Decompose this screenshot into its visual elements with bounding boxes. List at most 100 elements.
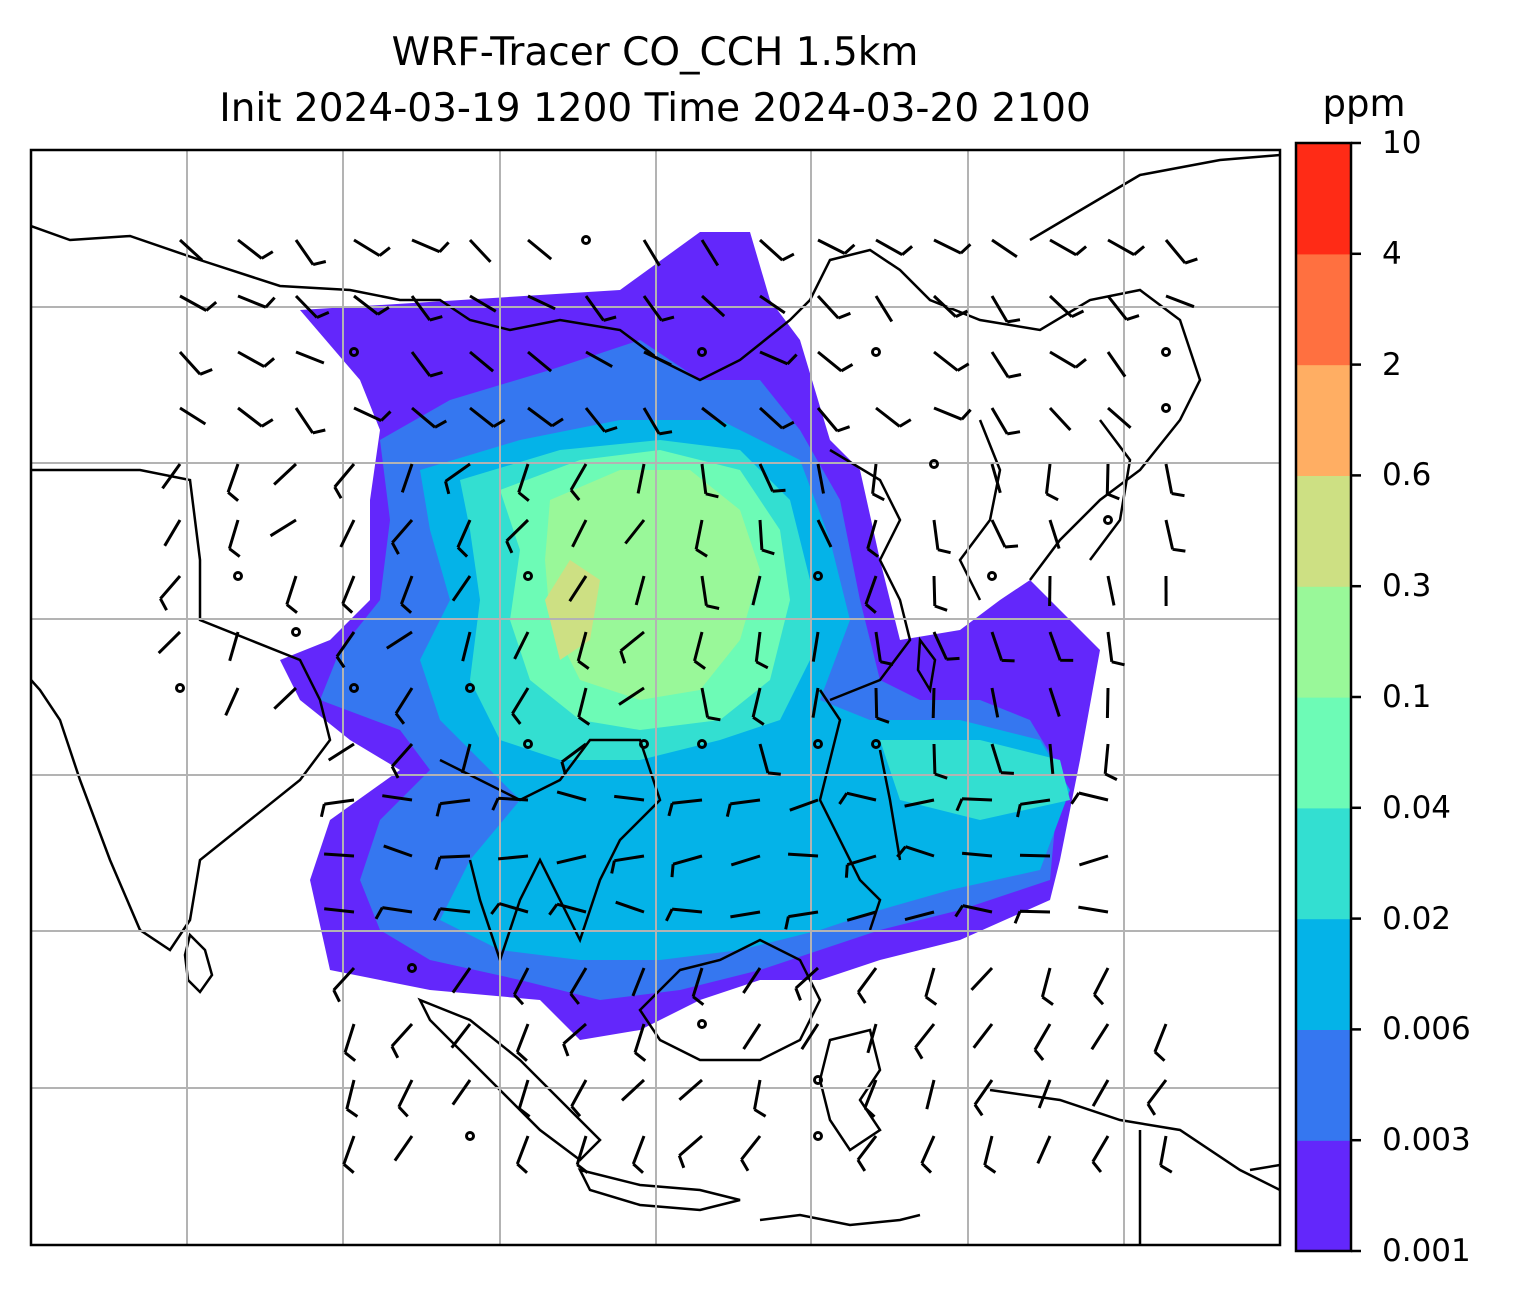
- wind-barb: [228, 631, 240, 662]
- calm-wind-marker: [175, 683, 185, 693]
- coastline-northeast: [1029, 153, 1280, 242]
- calm-wind-marker: [871, 347, 881, 357]
- wind-barb: [1049, 350, 1087, 369]
- wind-barb: [569, 463, 588, 501]
- wind-barb: [1070, 791, 1109, 805]
- wind-barb: [701, 406, 727, 428]
- wind-barb: [469, 350, 495, 373]
- wind-barb: [874, 687, 890, 724]
- wind-barb: [700, 294, 726, 318]
- colorbar-tick-label: 0.1: [1382, 679, 1432, 715]
- wind-barb: [237, 406, 274, 428]
- wind-barb: [875, 238, 914, 257]
- wind-barb: [460, 743, 472, 774]
- wind-barb: [575, 1135, 589, 1174]
- wind-barb: [517, 1079, 531, 1118]
- wind-barb: [163, 519, 182, 547]
- wind-barb: [730, 854, 761, 867]
- wind-barb: [856, 967, 878, 1004]
- wind-barb: [730, 910, 761, 919]
- wind-barb: [742, 1023, 762, 1050]
- wind-barb: [527, 350, 553, 373]
- wind-barb: [1048, 687, 1061, 717]
- wind-barb: [932, 631, 960, 661]
- wind-barb: [700, 687, 721, 722]
- wind-barb: [800, 1023, 820, 1051]
- coastline-north-asia: [31, 224, 1202, 581]
- wind-barb: [285, 575, 298, 614]
- wind-barb: [619, 630, 645, 664]
- wind-barb: [990, 519, 1019, 549]
- wind-barb: [560, 742, 587, 775]
- wind-barb: [758, 406, 795, 430]
- wind-barb: [1164, 519, 1186, 553]
- wind-barb: [273, 686, 298, 710]
- wind-barb: [383, 844, 413, 858]
- wind-barb: [432, 907, 471, 921]
- wind-barb: [634, 575, 646, 606]
- calm-wind-marker: [1161, 403, 1171, 413]
- wind-barb: [1049, 238, 1088, 257]
- wind-barb: [159, 575, 182, 611]
- wind-barb: [875, 406, 912, 428]
- wind-barb: [856, 1135, 878, 1172]
- wind-barb: [631, 1135, 646, 1174]
- wind-barb: [1146, 1079, 1168, 1116]
- wind-barb: [335, 631, 356, 669]
- wind-barb: [397, 1079, 414, 1118]
- wind-barb: [1048, 294, 1085, 319]
- wind-barb: [725, 798, 761, 817]
- wind-barb: [294, 239, 327, 267]
- wind-barb: [631, 967, 646, 997]
- wind-barb: [990, 687, 1000, 718]
- wind-barb: [556, 854, 587, 865]
- wind-barb: [178, 350, 213, 376]
- calm-wind-marker: [581, 235, 591, 245]
- colorbar-segment: [1296, 918, 1351, 1030]
- wind-barb: [576, 631, 590, 670]
- colorbar-tick-label: 10: [1382, 125, 1422, 161]
- wind-barb: [517, 463, 530, 502]
- wind-barb: [874, 631, 894, 666]
- wind-barb: [469, 294, 497, 313]
- wind-barb: [332, 966, 356, 1003]
- map-panel: [31, 150, 1280, 1245]
- colorbar-tick-label: 0.003: [1382, 1122, 1471, 1159]
- wind-barb: [759, 294, 786, 315]
- colorbar-tick-label: 0.02: [1382, 900, 1452, 937]
- wind-barb: [294, 294, 330, 319]
- wind-barb: [345, 1079, 359, 1118]
- wind-barb: [642, 295, 675, 322]
- wind-barb: [515, 1135, 530, 1174]
- wind-barb: [1103, 743, 1118, 781]
- calm-wind-marker: [349, 347, 359, 357]
- wind-barb: [161, 463, 182, 490]
- wind-barb: [1048, 406, 1072, 432]
- wind-barb: [924, 967, 938, 1006]
- wind-barb: [931, 687, 936, 719]
- wind-barb: [323, 852, 355, 858]
- wind-barb: [319, 798, 355, 818]
- wind-barb: [933, 406, 972, 421]
- wind-barb: [411, 406, 448, 429]
- wind-barb: [972, 1023, 994, 1049]
- wind-barb: [990, 743, 1014, 775]
- wind-barb: [382, 794, 413, 802]
- wind-barb: [816, 519, 833, 548]
- wind-barb: [932, 743, 948, 780]
- wind-barb: [1048, 519, 1061, 550]
- wind-barb: [789, 798, 819, 812]
- wind-barb: [990, 295, 1021, 324]
- wind-barb: [227, 519, 241, 558]
- wind-barb: [838, 791, 877, 805]
- wind-barb: [273, 462, 298, 486]
- coastline-srilanka: [183, 932, 214, 994]
- wind-barb: [394, 687, 414, 725]
- wind-barb: [678, 1078, 703, 1101]
- wind-barb: [817, 350, 854, 373]
- map-frame: [29, 148, 1282, 1247]
- calm-wind-marker: [639, 739, 649, 749]
- wind-barb: [874, 295, 894, 323]
- wind-barb: [324, 907, 355, 914]
- wind-barb: [327, 742, 355, 762]
